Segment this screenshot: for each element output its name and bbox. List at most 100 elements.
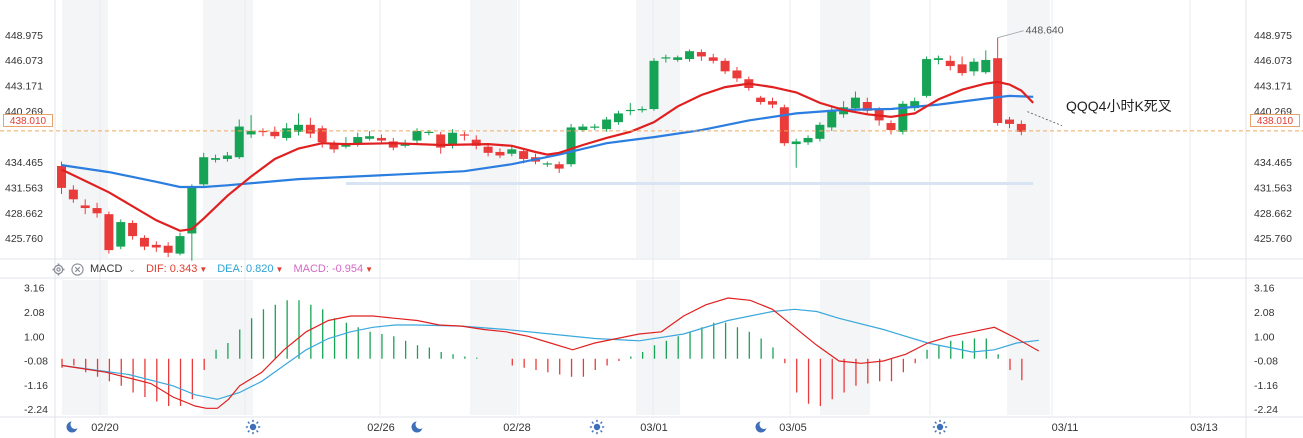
chevron-down-icon[interactable]: ⌄ — [128, 263, 136, 274]
candle-body — [270, 131, 280, 137]
candle-body — [685, 51, 695, 60]
candle-body — [139, 237, 149, 247]
dif-value: 0.343 — [169, 263, 198, 275]
candle-body — [151, 244, 161, 248]
date-tick-label: 03/05 — [779, 422, 807, 434]
candle-body — [696, 52, 706, 57]
current-price-tag-right: 438.010 — [1250, 114, 1300, 127]
session-bands — [62, 0, 1050, 415]
candle-body — [459, 134, 469, 136]
price-tick-label: 434.465 — [1254, 157, 1292, 169]
candle-body — [471, 139, 481, 146]
candle-body — [957, 64, 967, 74]
macd-histogram — [61, 300, 1023, 406]
dea-label: DEA: — [217, 263, 243, 275]
macd-legend: MACD: -0.954 ▼ — [293, 263, 373, 275]
candle-body — [483, 146, 493, 153]
candle-body — [92, 208, 102, 214]
price-tick-label: 443.171 — [1254, 81, 1292, 93]
candle-body — [661, 57, 671, 59]
dif-legend: DIF: 0.343 ▼ — [146, 263, 207, 275]
price-tick-label: 425.760 — [1254, 233, 1292, 245]
candle-body — [566, 127, 576, 165]
macd-tick-label: 1.00 — [24, 331, 45, 343]
candle-body — [613, 113, 623, 123]
candle-body — [732, 70, 742, 79]
macd-legend-bar: MACD ⌄ DIF: 0.343 ▼ DEA: 0.820 ▼ MACD: -0.… — [52, 261, 373, 277]
candle-body — [199, 157, 209, 185]
macd-lines — [61, 297, 1040, 409]
price-tick-label: 425.760 — [5, 233, 43, 245]
chart-annotation: QQQ4小时K死叉 — [1066, 98, 1172, 114]
candle-body — [400, 144, 410, 146]
candle-body — [827, 109, 837, 128]
macd-tick-label: 3.16 — [1254, 283, 1275, 295]
candle-body — [448, 132, 458, 145]
dif-label: DIF: — [145, 263, 167, 275]
candle-body — [376, 137, 386, 141]
indicator-name[interactable]: MACD — [90, 263, 123, 275]
dif-line — [61, 297, 1040, 409]
macd-tick-label: -2.24 — [1254, 404, 1278, 416]
dea-line — [61, 308, 1039, 400]
current-price-tag-left: 438.010 — [3, 114, 53, 127]
candle-body — [637, 109, 647, 111]
candle-body — [234, 126, 244, 158]
macd-tick-label: 1.00 — [1254, 331, 1275, 343]
candle-body — [768, 101, 777, 105]
moon-icon — [755, 420, 769, 433]
price-tick-label: 434.465 — [5, 157, 43, 169]
candle-body — [969, 61, 979, 72]
candle-body — [507, 149, 517, 154]
candle-body — [850, 97, 860, 109]
candle-body — [720, 60, 730, 72]
session-band — [62, 0, 108, 258]
candle-body — [163, 245, 173, 253]
price-tick-label: 443.171 — [5, 81, 43, 93]
macd-tick-label: -0.08 — [24, 356, 48, 368]
max-price-leader — [997, 30, 1024, 39]
close-icon[interactable] — [71, 262, 84, 276]
macd-caret-icon: ▼ — [365, 265, 374, 274]
candle-body — [673, 57, 683, 60]
session-band — [636, 0, 680, 258]
price-tick-label: 448.975 — [1254, 30, 1292, 42]
candle-body — [175, 236, 185, 254]
candle-body — [993, 58, 1003, 124]
candle-body — [353, 137, 363, 144]
moving-averages — [61, 80, 1034, 232]
session-band — [820, 280, 870, 415]
date-tick-label: 03/11 — [1052, 422, 1079, 434]
candle-body — [945, 60, 955, 67]
candle-body — [294, 124, 303, 132]
candle-body — [57, 165, 66, 188]
candle-body — [910, 101, 920, 109]
macd-tick-label: 2.08 — [24, 307, 45, 319]
candle-body — [886, 123, 896, 131]
gear-icon[interactable] — [52, 263, 65, 276]
candle-body — [815, 124, 825, 139]
dea-legend: DEA: 0.820 ▼ — [217, 263, 283, 275]
date-tick-label: 03/13 — [1190, 422, 1218, 434]
candle-body — [388, 141, 398, 148]
price-axis-right: 448.975446.073443.171440.269434.465431.5… — [1254, 30, 1292, 245]
price-tick-label: 428.662 — [5, 208, 43, 220]
sun-icon — [245, 419, 261, 435]
candle-body — [791, 141, 801, 145]
candle-body — [436, 134, 446, 148]
candle-body — [211, 158, 221, 160]
candle-body — [803, 137, 813, 143]
candle-body — [578, 126, 588, 131]
candle-body — [554, 164, 564, 169]
candle-body — [222, 155, 232, 159]
candle-body — [365, 136, 375, 139]
sun-icon — [932, 419, 948, 435]
macd-label: MACD: — [293, 263, 329, 275]
candle-body — [80, 205, 90, 209]
dif-caret-icon: ▼ — [199, 265, 208, 274]
macd-tick-label: -0.08 — [1254, 356, 1278, 368]
macd-tick-label: -1.16 — [1254, 380, 1278, 392]
session-band — [470, 0, 517, 258]
